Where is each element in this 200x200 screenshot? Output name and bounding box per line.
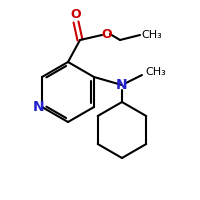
Text: N: N	[33, 100, 45, 114]
Text: CH₃: CH₃	[146, 67, 166, 77]
Text: O: O	[102, 27, 112, 40]
Text: O: O	[71, 8, 81, 21]
Text: CH₃: CH₃	[142, 30, 162, 40]
Text: N: N	[116, 78, 128, 92]
